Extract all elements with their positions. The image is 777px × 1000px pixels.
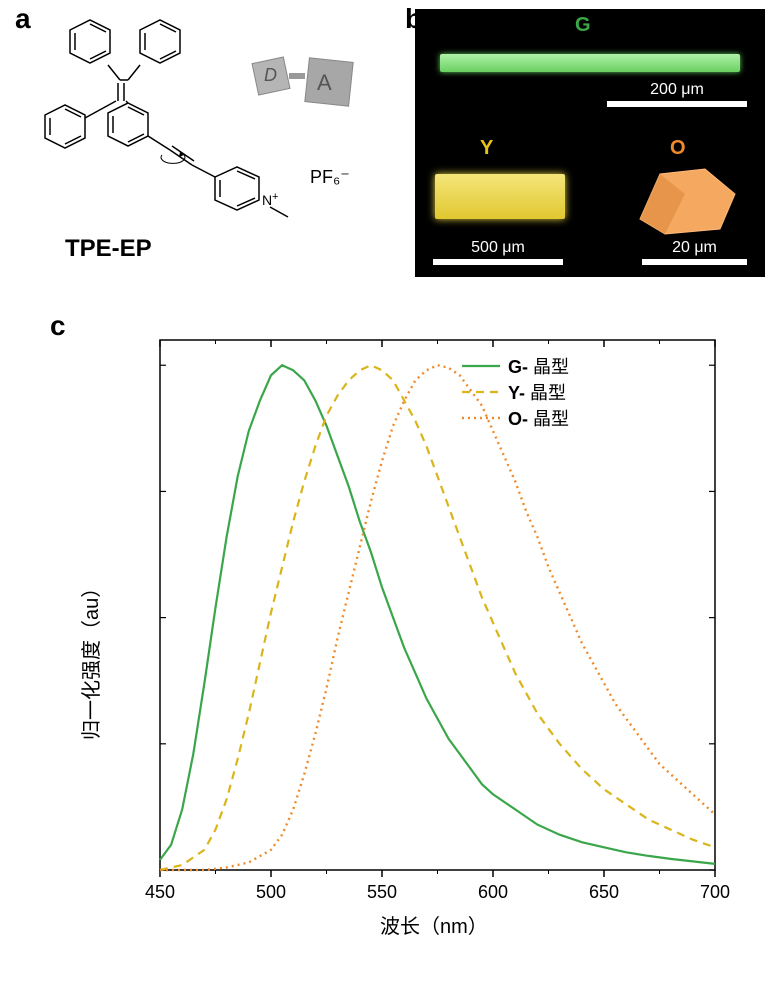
g-crystal-label: G bbox=[575, 14, 591, 37]
legend-row-Y: Y- 晶型 bbox=[460, 381, 569, 403]
spectra-chart: 450 500 550 600 650 700 归一化强度（au） 波长（nm） G- 晶… bbox=[40, 310, 740, 970]
o-crystal-image bbox=[625, 164, 745, 239]
svg-text:650: 650 bbox=[589, 882, 619, 902]
svg-text:450: 450 bbox=[145, 882, 175, 902]
svg-text:N: N bbox=[262, 192, 272, 208]
svg-text:700: 700 bbox=[700, 882, 730, 902]
svg-text:+: + bbox=[272, 191, 278, 203]
x-axis-label: 波长（nm） bbox=[380, 910, 488, 939]
donor-label: D bbox=[264, 65, 277, 85]
g-crystal-image bbox=[440, 54, 740, 72]
g-scale: 200 μm bbox=[607, 81, 747, 107]
svg-text:550: 550 bbox=[367, 882, 397, 902]
o-scale: 20 μm bbox=[642, 239, 747, 265]
acceptor-label: A bbox=[317, 70, 332, 95]
y-crystal-label: Y bbox=[480, 137, 493, 160]
y-scale: 500 μm bbox=[433, 239, 563, 265]
y-axis-label: 归一化强度（au） bbox=[75, 578, 104, 740]
legend-row-O: O- 晶型 bbox=[460, 407, 569, 429]
panel-a-label: a bbox=[15, 3, 31, 35]
chart-legend: G- 晶型 Y- 晶型 O- 晶型 bbox=[460, 355, 569, 433]
panel-b: b G 200 μm Y 500 μm O 20 μm bbox=[415, 5, 765, 280]
compound-name: TPE-EP bbox=[65, 235, 152, 263]
svg-text:600: 600 bbox=[478, 882, 508, 902]
panel-a: a bbox=[20, 5, 395, 280]
o-crystal-label: O bbox=[670, 137, 686, 160]
y-crystal-image bbox=[435, 174, 565, 219]
counterion-text: PF₆⁻ bbox=[310, 167, 350, 187]
legend-row-G: G- 晶型 bbox=[460, 355, 569, 377]
chart-svg: 450 500 550 600 650 700 bbox=[40, 310, 740, 950]
svg-text:500: 500 bbox=[256, 882, 286, 902]
microscopy-panel: G 200 μm Y 500 μm O 20 μm bbox=[415, 9, 765, 277]
panel-c: c 450500550600650700 归一化强度（au） 波长（nm） G-… bbox=[40, 310, 740, 970]
